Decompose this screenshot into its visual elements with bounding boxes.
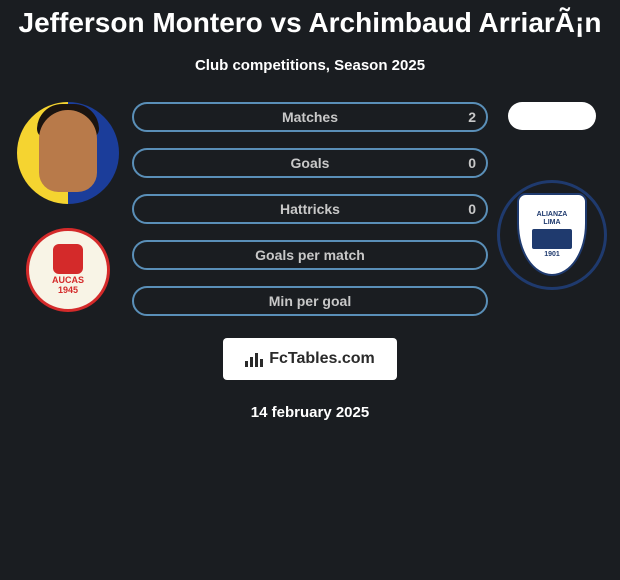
brand-link[interactable]: FcTables.com (223, 338, 397, 380)
alianza-shield-icon: ALIANZA LIMA 1901 (517, 193, 588, 276)
stat-label: Min per goal (269, 293, 351, 309)
stat-value-left: 2 (468, 109, 476, 125)
brand-text: FcTables.com (269, 350, 375, 368)
comparison-card: Jefferson Montero vs Archimbaud ArriarÃ¡… (0, 0, 620, 421)
page-title: Jefferson Montero vs Archimbaud ArriarÃ¡… (0, 8, 620, 39)
stat-value-left: 0 (468, 201, 476, 217)
right-player-column: ALIANZA LIMA 1901 (492, 102, 612, 290)
left-player-column: AUCAS 1945 (8, 102, 128, 312)
bars-icon (245, 351, 263, 367)
left-club-year: 1945 (58, 286, 78, 296)
left-club-badge: AUCAS 1945 (26, 228, 110, 312)
stat-value-left: 0 (468, 155, 476, 171)
left-player-photo (17, 102, 119, 204)
aucas-icon (53, 244, 83, 274)
stat-label: Goals (291, 155, 330, 171)
right-club-mid: LIMA (543, 219, 560, 227)
stats-column: Matches 2 Goals 0 Hattricks 0 Goals per … (128, 102, 492, 316)
footer: FcTables.com 14 february 2025 (0, 338, 620, 421)
stat-row-min-per-goal: Min per goal (132, 286, 488, 316)
stat-row-goals: Goals 0 (132, 148, 488, 178)
shield-stripe-icon (532, 229, 572, 249)
stat-row-goals-per-match: Goals per match (132, 240, 488, 270)
stat-row-matches: Matches 2 (132, 102, 488, 132)
right-club-name: ALIANZA (537, 211, 568, 219)
right-player-photo (508, 102, 596, 130)
right-club-year: 1901 (544, 251, 560, 259)
right-club-badge: ALIANZA LIMA 1901 (497, 180, 607, 290)
main-row: AUCAS 1945 Matches 2 Goals 0 Hattricks 0… (0, 102, 620, 316)
stat-label: Matches (282, 109, 338, 125)
stat-label: Hattricks (280, 201, 340, 217)
stat-label: Goals per match (255, 247, 365, 263)
season-subtitle: Club competitions, Season 2025 (0, 57, 620, 74)
avatar-face (39, 110, 97, 192)
date-label: 14 february 2025 (251, 404, 369, 421)
stat-row-hattricks: Hattricks 0 (132, 194, 488, 224)
